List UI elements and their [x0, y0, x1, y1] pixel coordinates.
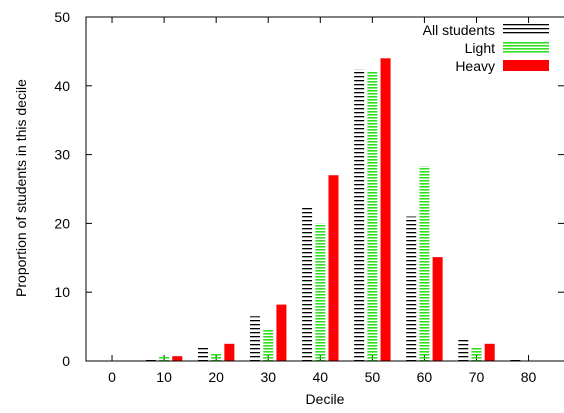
legend-swatch-heavy	[503, 60, 549, 71]
bar-all-students	[406, 217, 416, 361]
y-tick-label: 50	[54, 9, 70, 25]
x-tick-label: 30	[260, 369, 276, 385]
x-tick-label: 50	[365, 369, 381, 385]
bar-heavy	[433, 257, 443, 361]
y-tick-label: 0	[62, 353, 70, 369]
x-tick-label: 20	[208, 369, 224, 385]
bar-light	[367, 71, 377, 361]
y-tick-label: 10	[54, 284, 70, 300]
y-tick-label: 20	[54, 215, 70, 231]
legend-swatch-all-students	[503, 24, 549, 35]
bar-all-students	[198, 346, 208, 361]
bar-light	[211, 353, 221, 361]
bar-all-students	[250, 316, 260, 361]
bar-heavy	[276, 305, 286, 361]
x-tick-label: 10	[156, 369, 172, 385]
bar-all-students	[458, 339, 468, 361]
legend-swatch-light	[503, 42, 549, 53]
x-axis-label: Decile	[306, 391, 345, 407]
bar-light	[471, 348, 481, 361]
x-tick-label: 40	[313, 369, 329, 385]
x-tick-label: 0	[108, 369, 116, 385]
x-tick-label: 70	[469, 369, 485, 385]
legend-label-heavy: Heavy	[455, 58, 495, 74]
legend-label-all-students: All students	[423, 22, 495, 38]
legend-label-light: Light	[465, 40, 495, 56]
bar-light	[315, 223, 325, 361]
bar-heavy	[485, 344, 495, 361]
y-tick-label: 40	[54, 78, 70, 94]
bar-heavy	[328, 175, 338, 361]
plot-area: 0 10 20 30 40 50 0 10 20 30 40 50 60 70 80 All students…	[54, 9, 564, 385]
y-axis-label: Proportion of students in this decile	[13, 79, 29, 297]
bar-all-students	[354, 69, 364, 361]
bar-all-students	[146, 358, 156, 361]
bar-light	[159, 357, 169, 361]
bar-heavy	[172, 356, 182, 361]
y-tick-label: 30	[54, 147, 70, 163]
bar-heavy	[381, 58, 391, 361]
bar-all-students	[302, 208, 312, 361]
bar-heavy	[224, 344, 234, 361]
x-tick-label: 60	[417, 369, 433, 385]
bar-light	[263, 330, 273, 361]
x-tick-label: 80	[521, 369, 537, 385]
bar-light	[419, 166, 429, 361]
